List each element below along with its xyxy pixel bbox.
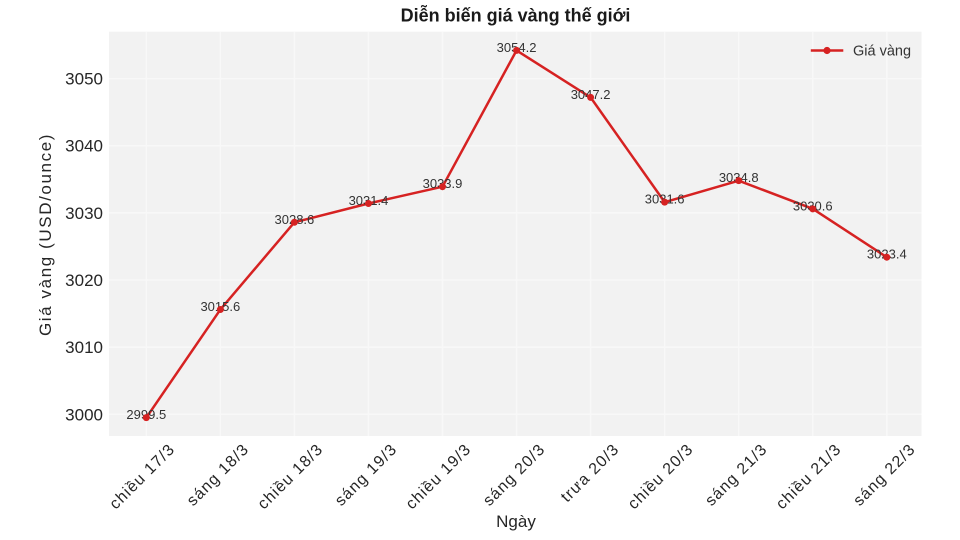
svg-text:3030: 3030	[65, 204, 103, 223]
svg-text:Ngày: Ngày	[496, 512, 536, 531]
svg-text:Giá vàng: Giá vàng	[853, 44, 911, 60]
svg-text:3020: 3020	[65, 271, 103, 290]
svg-text:3040: 3040	[65, 137, 103, 156]
svg-text:Giá vàng (USD/ounce): Giá vàng (USD/ounce)	[36, 133, 55, 336]
svg-text:3010: 3010	[65, 338, 103, 357]
svg-text:3000: 3000	[65, 405, 103, 424]
svg-text:Diễn biến giá vàng thế giới: Diễn biến giá vàng thế giới	[401, 5, 631, 26]
svg-text:3050: 3050	[65, 70, 103, 89]
